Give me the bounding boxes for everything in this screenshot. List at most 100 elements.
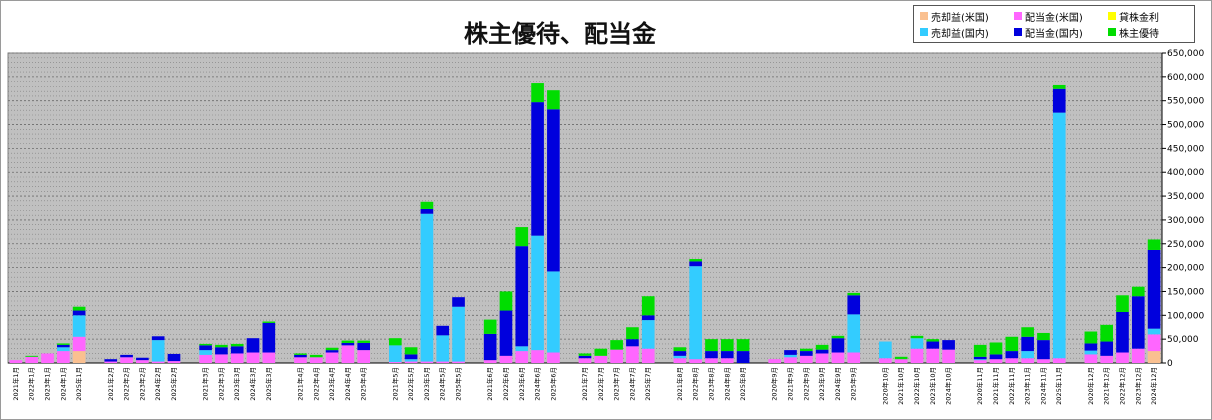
bar-segment — [641, 320, 655, 349]
bar-segment — [1052, 84, 1066, 89]
legend-swatch-3 — [920, 28, 928, 36]
legend-item-0: 売却益(米国) — [920, 9, 989, 24]
bar-segment — [641, 296, 655, 316]
bar-segment — [894, 356, 908, 360]
legend-item-4: 配当金(国内) — [1014, 25, 1083, 40]
bar-segment — [673, 351, 687, 356]
bar-segment — [1100, 341, 1113, 356]
bar-segment — [894, 359, 908, 363]
bar-segment — [1131, 286, 1145, 297]
x-tick-label: 2020年9月 — [770, 367, 779, 401]
bar-segment — [831, 335, 845, 339]
bar-segment — [1005, 351, 1019, 359]
x-tick-label: 2022年8月 — [691, 367, 700, 401]
bar-segment — [325, 347, 339, 351]
legend-label-4: 配当金(国内) — [1025, 28, 1083, 40]
bar-segment — [705, 358, 718, 363]
bar-segment — [483, 360, 497, 363]
bar-segment — [815, 353, 829, 363]
x-tick-label: 2025年5月 — [454, 367, 463, 401]
bar-segment — [199, 350, 212, 355]
bar-segment — [515, 246, 529, 347]
y-tick-label: 550,000 — [1167, 97, 1204, 107]
bar-segment — [151, 336, 165, 341]
legend-swatch-4 — [1014, 28, 1022, 36]
legend-label-5: 株主優待 — [1119, 28, 1159, 40]
bar-segment — [847, 314, 861, 353]
bar-segment — [1037, 332, 1050, 341]
x-tick-label: 2024年11月 — [1038, 367, 1047, 405]
x-tick-label: 2022年1月 — [27, 367, 36, 401]
y-tick-label: 50,000 — [1167, 335, 1199, 345]
bar-segment — [879, 341, 892, 359]
bar-segment — [1084, 331, 1098, 344]
bar-segment — [215, 344, 228, 348]
bar-segment — [167, 353, 181, 362]
bar-segment — [689, 359, 702, 363]
x-tick-label: 2024年12月 — [1149, 367, 1158, 405]
bar-segment — [1147, 328, 1161, 335]
legend-label-1: 配当金(米国) — [1025, 12, 1083, 24]
bar-segment — [309, 354, 323, 358]
bar-segment — [531, 235, 544, 351]
x-tick-label: 2021年8月 — [675, 367, 684, 401]
x-tick-label: 2020年10月 — [880, 367, 889, 405]
bar-segment — [720, 358, 734, 363]
bar-segment — [136, 360, 149, 363]
bar-segment — [41, 353, 54, 363]
bar-segment — [1147, 249, 1161, 329]
bar-segment — [847, 352, 861, 363]
bar-segment — [420, 213, 434, 362]
bar-segment — [1116, 295, 1129, 312]
bar-segment — [72, 306, 86, 311]
bar-segment — [910, 335, 924, 339]
legend-swatch-5 — [1108, 28, 1116, 36]
bar-segment — [736, 351, 750, 363]
x-tick-label: 2023年3月 — [232, 367, 241, 401]
x-tick-label: 2023年1月 — [43, 367, 52, 401]
y-tick-label: 450,000 — [1167, 144, 1204, 154]
bar-segment — [879, 358, 892, 363]
legend-item-3: 売却益(国内) — [920, 25, 989, 40]
bar-segment — [973, 360, 987, 363]
bar-segment — [1037, 359, 1050, 363]
bar-segment — [436, 335, 450, 362]
y-tick-label: 150,000 — [1167, 287, 1204, 297]
bar-segment — [784, 350, 797, 355]
bar-segment — [1052, 358, 1066, 363]
bar-segment — [420, 201, 434, 209]
x-tick-label: 2021年11月 — [991, 367, 1000, 405]
x-tick-label: 2025年9月 — [849, 367, 858, 401]
x-tick-label: 2025年8月 — [738, 367, 747, 401]
bar-segment — [388, 362, 402, 363]
legend-item-1: 配当金(米国) — [1014, 9, 1083, 24]
bar-segment — [341, 340, 355, 343]
x-tick-label: 2024年7月 — [627, 367, 636, 401]
x-tick-label: 2021年5月 — [390, 367, 399, 401]
bar-segment — [357, 340, 371, 343]
bar-segment — [420, 361, 434, 363]
bar-segment — [1147, 239, 1161, 250]
bar-segment — [989, 354, 1003, 360]
bar-segment — [246, 352, 260, 363]
bar-segment — [515, 346, 529, 352]
bar-segment — [499, 291, 513, 311]
x-tick-label: 2023年7月 — [612, 367, 621, 401]
bar-segment — [942, 340, 955, 350]
x-tick-label: 2021年6月 — [485, 367, 494, 401]
bar-segment — [136, 357, 149, 361]
bar-segment — [262, 352, 276, 363]
bar-segment — [246, 338, 260, 353]
bar-segment — [1084, 350, 1098, 355]
bar-segment — [1147, 351, 1161, 363]
bar-segment — [926, 341, 940, 349]
bar-segment — [547, 352, 560, 363]
bar-segment — [641, 348, 655, 363]
bar-segment — [1021, 358, 1034, 363]
x-tick-label: 2022年4月 — [311, 367, 320, 401]
bar-segment — [942, 349, 955, 363]
bar-segment — [973, 344, 987, 357]
chart-legend: 売却益(米国) 配当金(米国) 貸株金利 売却益(国内) 配当金(国内) 株主優… — [913, 5, 1195, 43]
x-tick-label: 2024年2月 — [153, 367, 162, 401]
legend-item-2: 貸株金利 — [1108, 9, 1159, 24]
